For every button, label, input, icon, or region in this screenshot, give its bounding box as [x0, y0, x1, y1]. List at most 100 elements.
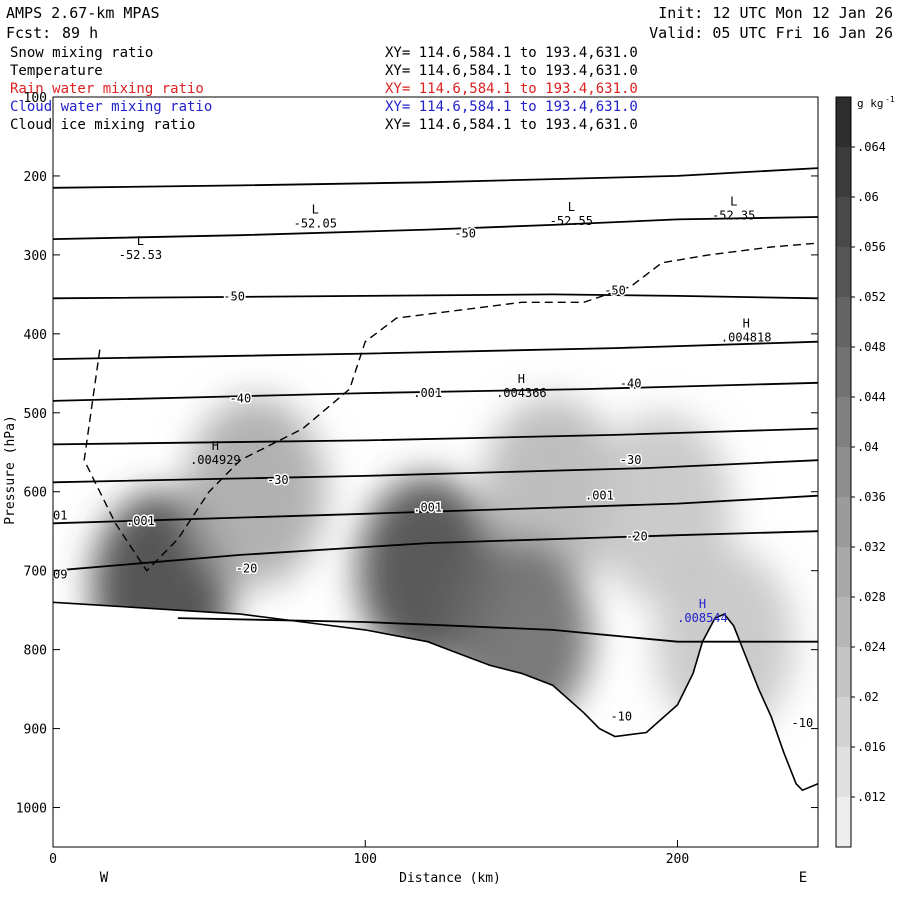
- legend-field-name: Cloud ice mixing ratio: [10, 117, 195, 133]
- y-tick-label: 800: [24, 644, 47, 659]
- x-tick-label: 200: [666, 852, 689, 867]
- valid-time: Valid: 05 UTC Fri 16 Jan 26: [649, 24, 893, 42]
- temperature-contour: [53, 293, 818, 300]
- temperature-contour: [53, 494, 818, 525]
- contour-label: .001: [39, 508, 68, 522]
- legend-field-name: Snow mixing ratio: [10, 45, 153, 61]
- y-tick-label: 200: [24, 170, 47, 185]
- colorbar-segment: [836, 597, 851, 647]
- colorbar-segment: [836, 697, 851, 747]
- colorbar-tick-label: .032: [857, 540, 886, 554]
- colorbar-segment: [836, 497, 851, 547]
- y-tick-label: 900: [24, 723, 47, 738]
- y-tick-label: 400: [24, 328, 47, 343]
- contour-label: -30: [267, 473, 289, 487]
- legend-field-xy: XY= 114.6,584.1 to 193.4,631.0: [385, 99, 638, 115]
- plot-frame: [52, 96, 819, 848]
- contour-label: -50: [223, 290, 245, 304]
- temperature-contour: [53, 459, 818, 484]
- extremum-value: .004366: [496, 386, 547, 400]
- colorbar-tick-label: .024: [857, 640, 886, 654]
- colorbar-segment: [836, 197, 851, 247]
- colorbar-tick-label: .048: [857, 340, 886, 354]
- contour-label: -30: [620, 453, 642, 467]
- extremum-value: .004818: [721, 331, 772, 345]
- y-tick-label: 600: [24, 486, 47, 501]
- plot-area: .001.001.001.001.001.009-50-50 -50-40-40-…: [39, 167, 818, 847]
- legend-field-name: Temperature: [10, 63, 103, 79]
- extremum-type: L: [568, 200, 575, 214]
- y-tick-label: 700: [24, 565, 47, 580]
- contour-label: -20: [236, 561, 258, 575]
- y-tick-label: 500: [24, 407, 47, 422]
- colorbar-tick-label: .044: [857, 390, 886, 404]
- contour-label: .001: [413, 386, 442, 400]
- extremum-type: H: [743, 317, 750, 331]
- extremum-value: -52.35: [712, 208, 755, 222]
- legend-field-xy: XY= 114.6,584.1 to 193.4,631.0: [385, 117, 638, 133]
- terrain-mask: [53, 602, 818, 847]
- contour-label: -50: [604, 283, 626, 297]
- colorbar-tick-label: .028: [857, 590, 886, 604]
- extremum-type: H: [699, 597, 706, 611]
- colorbar-segment: [836, 147, 851, 197]
- contour-label: -40: [230, 392, 252, 406]
- rain-contour: [83, 242, 818, 572]
- colorbar-frame: [835, 96, 852, 848]
- contour-label: .001: [413, 500, 442, 514]
- legend-field-name: Cloud water mixing ratio: [10, 99, 212, 115]
- contour-label: -40: [620, 377, 642, 391]
- contour-label: -50: [454, 227, 476, 241]
- colorbar-segment: [836, 797, 851, 847]
- colorbar-tick-label: .056: [857, 240, 886, 254]
- x-end-west: W: [100, 870, 109, 886]
- temperature-contour: [53, 340, 818, 360]
- colorbar-tick-label: .06: [857, 190, 879, 204]
- extremum-value: .004929: [190, 453, 241, 467]
- contour-label: -10: [792, 716, 814, 730]
- fcst-label: Fcst:: [6, 24, 51, 42]
- colorbar-units-exponent: -1: [885, 95, 895, 104]
- colorbar-segment: [836, 647, 851, 697]
- extremum-type: H: [518, 372, 525, 386]
- y-tick-label: 1000: [16, 802, 47, 817]
- colorbar-tick-label: .016: [857, 740, 886, 754]
- x-axis-label: Distance (km): [399, 871, 501, 886]
- colorbar-segment: [836, 347, 851, 397]
- extremum-value: .008544: [677, 611, 728, 625]
- y-axis-label: Pressure (hPa): [3, 415, 18, 525]
- field-legend: Snow mixing ratio XY= 114.6,584.1 to 193.…: [10, 45, 638, 133]
- colorbar-tick-label: .012: [857, 790, 886, 804]
- legend-field-name: Rain water mixing ratio: [10, 81, 204, 97]
- model-title: AMPS 2.67-km MPAS: [6, 4, 160, 22]
- extremum-type: H: [212, 439, 219, 453]
- colorbar-segment: [836, 247, 851, 297]
- x-tick-label: 0: [49, 852, 57, 867]
- temperature-contour: [53, 216, 818, 240]
- snow-blob: [185, 396, 326, 587]
- colorbar-segment: [836, 97, 851, 147]
- colorbar-segment: [836, 297, 851, 347]
- colorbar-tick-label: .052: [857, 290, 886, 304]
- contour-label: -20: [626, 530, 648, 544]
- extremum-value: -52.05: [294, 216, 337, 230]
- contour-label: -10: [610, 710, 632, 724]
- colorbar-tick-label: .064: [857, 140, 886, 154]
- axes: 100 200 300 400 500 600 700 800 900 1000 0 100 200 W E: [16, 91, 818, 886]
- terrain-line: [53, 601, 818, 792]
- legend-field-xy: XY= 114.6,584.1 to 193.4,631.0: [385, 45, 638, 61]
- colorbar: .012 .016 .02 .024 .028 .032 .036 .04 .044 .048 .0…: [835, 95, 895, 848]
- extremum-type: L: [312, 202, 319, 216]
- legend-field-xy: XY= 114.6,584.1 to 193.4,631.0: [385, 63, 638, 79]
- extremum-value: -52.53: [119, 248, 162, 262]
- colorbar-segment: [836, 747, 851, 797]
- colorbar-tick-label: .02: [857, 690, 879, 704]
- contour-label: .001: [126, 514, 155, 528]
- colorbar-tick-label: .04: [857, 440, 879, 454]
- colorbar-segment: [836, 547, 851, 597]
- extremum-value: -52.55: [550, 214, 593, 228]
- temperature-contour: [53, 427, 818, 446]
- colorbar-segment: [836, 397, 851, 447]
- y-tick-label: 100: [24, 91, 47, 106]
